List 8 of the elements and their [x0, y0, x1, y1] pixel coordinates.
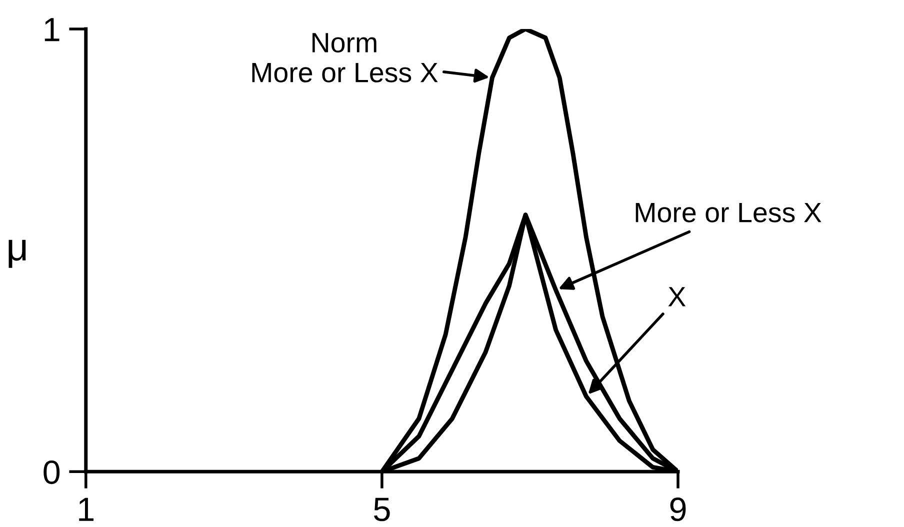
annotation: Norm More or Less X — [252, 33, 438, 82]
annotation: X — [668, 287, 686, 306]
y-axis-title: μ — [8, 240, 26, 268]
x-tick-label: 5 — [374, 498, 390, 522]
x-tick-label: 1 — [79, 498, 94, 521]
y-tick-label: 0 — [44, 460, 60, 484]
annotation: More or Less X — [636, 202, 822, 222]
x-tick-label: 9 — [670, 498, 686, 522]
